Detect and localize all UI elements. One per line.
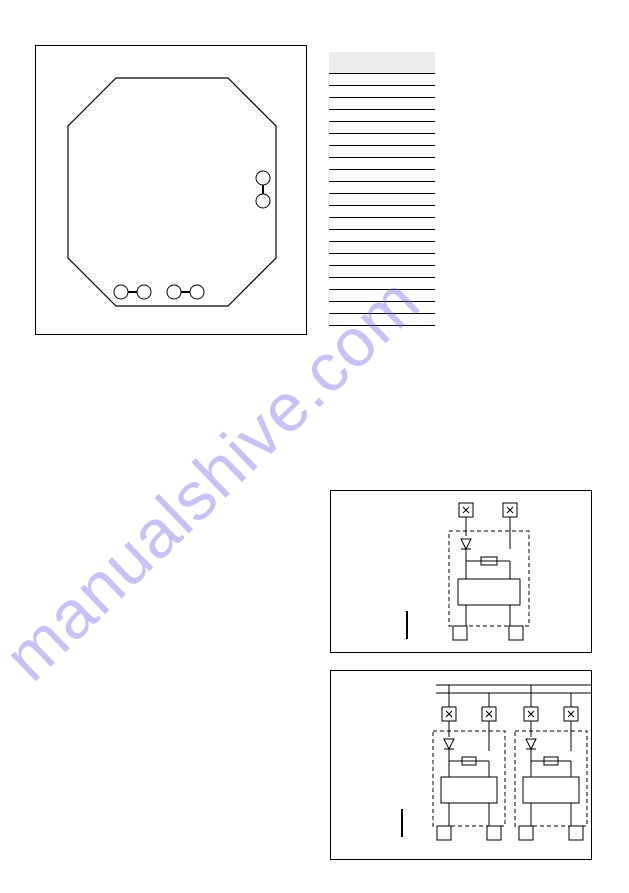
octagon-shape bbox=[68, 78, 276, 306]
module-box bbox=[433, 731, 505, 826]
table-row bbox=[329, 242, 435, 254]
inner-block bbox=[458, 579, 520, 605]
terminal-sq bbox=[509, 626, 523, 640]
module-box bbox=[515, 731, 587, 826]
table-row bbox=[329, 134, 435, 146]
diode-icon bbox=[461, 539, 471, 549]
table-row bbox=[329, 170, 435, 182]
table-row bbox=[329, 266, 435, 278]
spec-table bbox=[329, 52, 435, 337]
table-header bbox=[329, 52, 435, 74]
table-row bbox=[329, 230, 435, 242]
table-row bbox=[329, 278, 435, 290]
terminal-sq bbox=[437, 826, 451, 840]
table-row bbox=[329, 86, 435, 98]
table-row bbox=[329, 314, 435, 326]
diode-icon bbox=[526, 739, 536, 749]
table-row bbox=[329, 182, 435, 194]
main-diagram-box bbox=[35, 45, 307, 335]
circuit-1-svg bbox=[331, 491, 593, 654]
diode-icon bbox=[444, 739, 454, 749]
table-row bbox=[329, 290, 435, 302]
table-row bbox=[329, 122, 435, 134]
circuit-2-svg bbox=[331, 671, 593, 861]
terminal-circle bbox=[190, 285, 204, 299]
table-row bbox=[329, 254, 435, 266]
terminal-circle bbox=[137, 285, 151, 299]
terminal-circle bbox=[256, 171, 270, 185]
circuit-diagram-2 bbox=[330, 670, 592, 860]
inner-block bbox=[523, 777, 579, 803]
octagon-diagram bbox=[66, 76, 278, 308]
table-row bbox=[329, 218, 435, 230]
terminal-circle bbox=[167, 285, 181, 299]
terminal-sq bbox=[569, 826, 583, 840]
terminal-circle bbox=[256, 194, 270, 208]
table-row bbox=[329, 326, 435, 337]
table-row bbox=[329, 158, 435, 170]
terminal-circle bbox=[114, 285, 128, 299]
terminal-sq bbox=[453, 626, 467, 640]
table-row bbox=[329, 74, 435, 86]
terminal-sq bbox=[487, 826, 501, 840]
inner-block bbox=[441, 777, 497, 803]
circuit-diagram-1 bbox=[330, 490, 592, 653]
terminal-sq bbox=[519, 826, 533, 840]
table-row bbox=[329, 98, 435, 110]
table-row bbox=[329, 302, 435, 314]
table-row bbox=[329, 110, 435, 122]
table-row bbox=[329, 146, 435, 158]
table-row bbox=[329, 206, 435, 218]
table-row bbox=[329, 194, 435, 206]
